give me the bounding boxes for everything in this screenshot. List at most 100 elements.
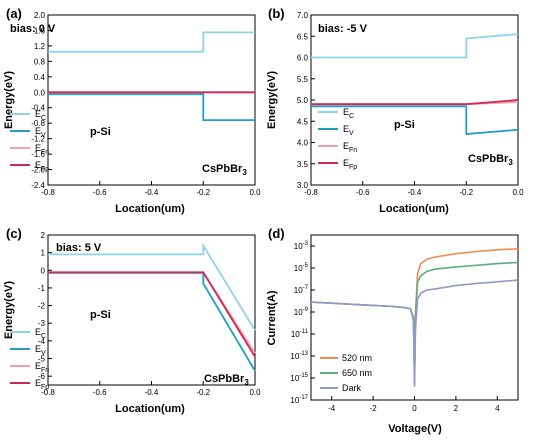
panel-a: -0.8 -0.6 -0.4 -0.2 0.0 -2.4 -2.0 -1.6 -1.2 -0.8 -… [3, 6, 261, 215]
x-axis-label: Location(um) [379, 203, 449, 215]
y-tick-label: 10-17 [290, 395, 308, 405]
x-tick-label: -4 [328, 404, 336, 413]
region-label-psi: p-Si [90, 309, 111, 321]
series-line-ev [311, 105, 519, 135]
x-tick-label: -0.2 [196, 388, 210, 397]
x-tick-label: -0.6 [93, 188, 107, 197]
plot-frame [47, 14, 256, 186]
x-tick-label: 0.0 [512, 188, 524, 197]
region-label-cspbbr3: CsPbBr3 [468, 153, 513, 167]
panel-label: (b) [268, 6, 285, 21]
y-axis-label: Energy(eV) [3, 71, 15, 129]
x-tick-label: -0.2 [459, 188, 473, 197]
x-tick-label: -0.6 [93, 388, 107, 397]
y-tick-label: 10-5 [294, 263, 309, 273]
x-tick-label: -0.8 [304, 188, 318, 197]
y-tick-label: 10-7 [294, 285, 309, 295]
y-tick-label: 1 [41, 249, 46, 258]
y-tick-label: 10-15 [290, 373, 308, 383]
y-tick-label: 4.5 [297, 117, 309, 126]
x-tick-label: -0.6 [356, 188, 370, 197]
series-line-ev [48, 93, 255, 121]
y-tick-label: 5.5 [297, 75, 309, 84]
y-tick-label: -0.4 [31, 104, 45, 113]
y-tick-label: -0.8 [31, 119, 45, 128]
series-line-ec [311, 33, 519, 59]
series-line-efp [48, 271, 256, 358]
y-tick-label: 10-13 [290, 351, 308, 361]
x-axis-label: Location(um) [115, 403, 185, 415]
region-label-psi: p-Si [394, 119, 415, 131]
series-line-ec [48, 31, 255, 53]
x-tick-label: 0.0 [249, 388, 261, 397]
series-line-efp [311, 99, 519, 106]
legend-label: EFn [343, 141, 357, 154]
x-tick-label: -0.8 [41, 388, 55, 397]
panel-label: (c) [6, 226, 22, 241]
y-tick-label: 1.2 [34, 42, 46, 51]
y-tick-label: 7.0 [297, 11, 309, 20]
legend-label: EFp [35, 378, 49, 391]
y-tick-label: -2.0 [31, 166, 45, 175]
panel-label: (a) [6, 6, 22, 21]
x-tick-label: -0.4 [408, 188, 422, 197]
y-tick-label: 10-9 [294, 307, 309, 317]
y-tick-label: 6.5 [297, 32, 309, 41]
legend-label: EC [35, 109, 46, 122]
series-line-efn [48, 271, 256, 354]
x-tick-label: -2 [370, 404, 378, 413]
y-tick-label: 6.0 [297, 54, 309, 63]
legend-label: 650 nm [342, 368, 372, 378]
legend-label: EC [35, 327, 46, 340]
y-tick-label: 0.0 [34, 88, 46, 97]
y-tick-label: 5.0 [297, 96, 309, 105]
y-tick-label: 3.5 [297, 160, 309, 169]
plot-frame [47, 234, 256, 386]
y-tick-label: 10-3 [294, 241, 309, 251]
region-label-cspbbr3: CsPbBr3 [204, 373, 249, 387]
y-tick-label: 10-11 [291, 329, 309, 339]
legend-label: Dark [342, 383, 362, 393]
x-tick-label: 0.0 [249, 188, 261, 197]
x-axis-label: Location(um) [115, 203, 185, 215]
y-tick-label: 0 [41, 266, 46, 275]
panel-d: -4 -2 0 2 4 10-3 10-5 10-7 10-9 10-11 10-13 10-15 10… [266, 226, 519, 435]
y-tick-label: -1.2 [31, 135, 45, 144]
y-tick-label: -3 [38, 319, 46, 328]
x-tick-label: -0.4 [145, 388, 159, 397]
y-tick-label: -5 [38, 355, 46, 364]
y-tick-label: 3.0 [297, 181, 309, 190]
panel-label: (d) [268, 226, 285, 241]
x-tick-label: 0 [412, 404, 417, 413]
x-axis-label: Voltage(V) [388, 423, 442, 435]
x-tick-label: 4 [495, 404, 500, 413]
bias-annotation: bias: 5 V [56, 242, 102, 254]
region-label-cspbbr3: CsPbBr3 [202, 163, 247, 177]
panel-c: -0.8 -0.6 -0.4 -0.2 0.0 -6 -5 -4 -3 -2 -1 0 1 2 (c) Loc… [3, 226, 261, 415]
panel-b: -0.8 -0.6 -0.4 -0.2 0.0 3.0 3.5 4.0 4.5 5.0 5.5 6.0… [266, 6, 524, 215]
y-tick-label: 2.0 [34, 11, 46, 20]
y-tick-label: -2.4 [31, 181, 45, 190]
legend-label: EFp [35, 160, 49, 173]
region-label-psi: p-Si [90, 126, 111, 138]
y-tick-label: 0.4 [34, 73, 46, 82]
series-line-ev [48, 271, 256, 372]
legend-label: 520 nm [342, 353, 372, 363]
x-tick-label: -0.8 [41, 188, 55, 197]
x-tick-label: -0.4 [145, 188, 159, 197]
y-axis-label: Energy(eV) [3, 281, 15, 339]
legend-label: EV [35, 126, 46, 139]
y-tick-label: 0.8 [34, 57, 46, 66]
y-axis-label: Current(A) [266, 290, 278, 345]
legend-label: EV [35, 344, 46, 357]
y-tick-label: -6 [38, 372, 46, 381]
y-axis-label: Energy(eV) [266, 71, 278, 129]
y-tick-label: -2 [38, 302, 46, 311]
y-tick-label: 4.0 [297, 139, 309, 148]
bias-annotation: bias: 0 V [10, 23, 56, 35]
y-tick-label: -4 [38, 337, 46, 346]
y-tick-label: 2 [41, 231, 46, 240]
y-tick-label: 1.6 [34, 26, 46, 35]
x-tick-label: -0.2 [196, 188, 210, 197]
